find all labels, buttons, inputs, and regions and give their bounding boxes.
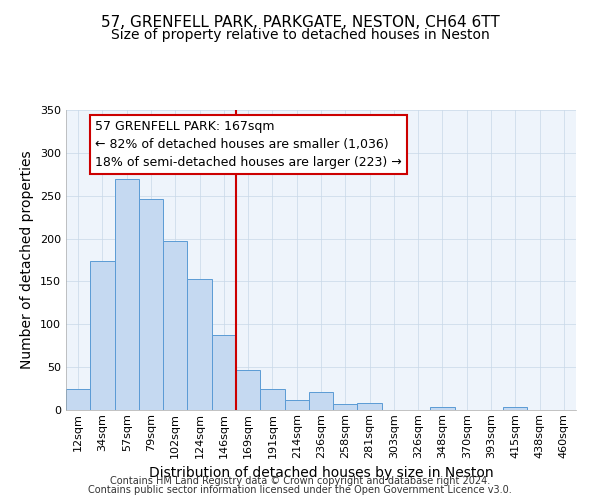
Bar xyxy=(90,261,115,410)
Text: Size of property relative to detached houses in Neston: Size of property relative to detached ho… xyxy=(110,28,490,42)
Bar xyxy=(163,241,187,410)
Bar xyxy=(187,279,212,410)
Y-axis label: Number of detached properties: Number of detached properties xyxy=(20,150,34,370)
X-axis label: Distribution of detached houses by size in Neston: Distribution of detached houses by size … xyxy=(149,466,493,480)
Text: 57, GRENFELL PARK, PARKGATE, NESTON, CH64 6TT: 57, GRENFELL PARK, PARKGATE, NESTON, CH6… xyxy=(101,15,499,30)
Bar xyxy=(358,403,382,410)
Bar xyxy=(212,334,236,410)
Bar xyxy=(139,199,163,410)
Text: 57 GRENFELL PARK: 167sqm
← 82% of detached houses are smaller (1,036)
18% of sem: 57 GRENFELL PARK: 167sqm ← 82% of detach… xyxy=(95,120,402,170)
Bar xyxy=(503,406,527,410)
Bar xyxy=(284,400,309,410)
Bar xyxy=(236,370,260,410)
Text: Contains public sector information licensed under the Open Government Licence v3: Contains public sector information licen… xyxy=(88,485,512,495)
Text: Contains HM Land Registry data © Crown copyright and database right 2024.: Contains HM Land Registry data © Crown c… xyxy=(110,476,490,486)
Bar xyxy=(260,388,284,410)
Bar xyxy=(115,178,139,410)
Bar xyxy=(309,392,333,410)
Bar xyxy=(66,390,90,410)
Bar xyxy=(430,406,455,410)
Bar xyxy=(333,404,358,410)
